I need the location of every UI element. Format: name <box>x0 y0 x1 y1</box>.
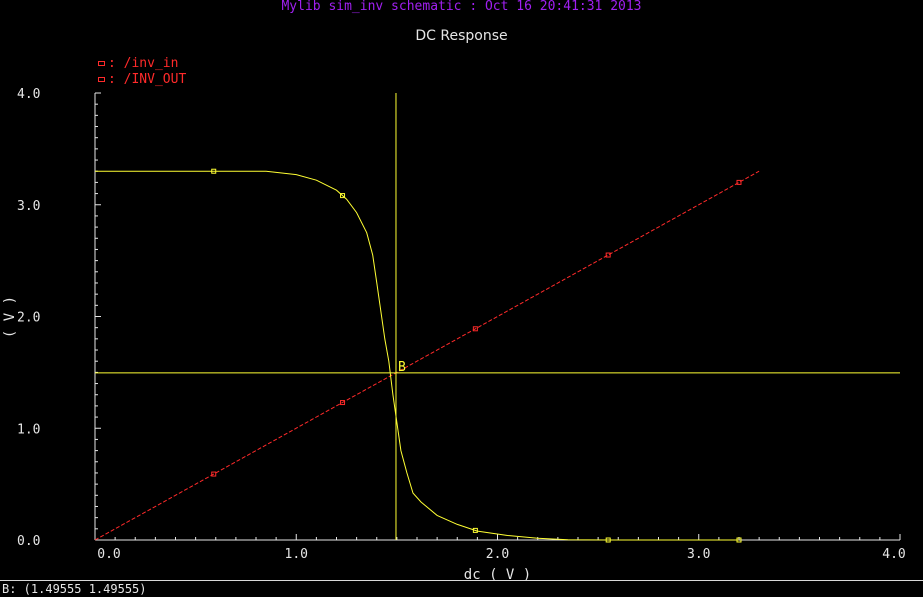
legend-marker-icon <box>98 61 105 66</box>
data-marker <box>472 326 478 332</box>
series-inv-out <box>95 168 742 543</box>
cursor-layer[interactable]: B <box>95 93 900 540</box>
y-tick-label: 4.0 <box>17 87 40 102</box>
series-line <box>95 170 739 541</box>
legend-marker-icon <box>98 77 105 82</box>
data-marker <box>472 527 478 533</box>
series-inv-in <box>94 170 760 541</box>
status-bar: B: (1.49555 1.49555) <box>0 580 923 597</box>
data-marker <box>605 537 611 543</box>
legend-label: /INV_OUT <box>123 72 187 87</box>
data-marker <box>211 471 217 477</box>
y-tick-label: 3.0 <box>17 199 40 214</box>
window-title: Mylib sim_inv schematic : Oct 16 20:41:3… <box>281 0 642 14</box>
y-tick-label: 1.0 <box>17 422 40 437</box>
y-tick-label: 2.0 <box>17 311 40 326</box>
data-marker <box>340 400 346 406</box>
x-tick-label: 0.0 <box>97 547 120 562</box>
plot-title: DC Response <box>415 28 508 44</box>
axes: 0.0 1.0 2.0 3.0 4.0 0.0 1.0 2.0 3.0 4.0 dc ( V ) ( … <box>2 87 906 583</box>
data-marker <box>736 179 742 185</box>
x-tick-label: 1.0 <box>285 547 308 562</box>
series-line <box>94 170 760 541</box>
x-tick-label: 3.0 <box>687 547 710 562</box>
x-tick-label: 4.0 <box>882 547 905 562</box>
data-marker <box>736 537 742 543</box>
cursor-label: B <box>398 360 406 375</box>
data-marker <box>605 252 611 258</box>
legend-entry-inv-out[interactable]: : /INV_OUT <box>98 72 186 87</box>
x-axis-label: dc ( V ) <box>464 567 531 583</box>
y-axis-label: ( V ) <box>2 296 18 338</box>
y-tick-label: 0.0 <box>17 534 40 549</box>
data-marker <box>211 168 217 174</box>
x-tick-label: 2.0 <box>486 547 509 562</box>
data-marker <box>340 193 346 199</box>
series-layer <box>94 168 760 543</box>
legend-label: /inv_in <box>123 56 179 71</box>
legend-entry-inv-in[interactable]: : /inv_in <box>98 56 178 71</box>
